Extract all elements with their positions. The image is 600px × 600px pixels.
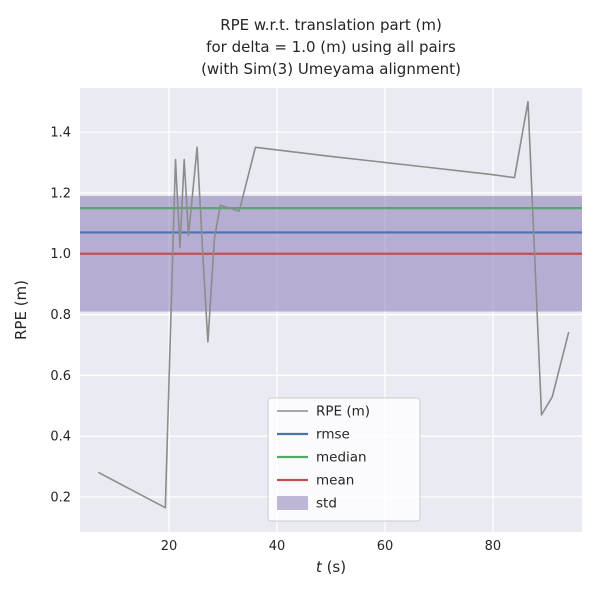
x-tick-label: 40: [269, 539, 286, 554]
y-tick-label: 0.4: [50, 430, 71, 445]
legend-label-0: RPE (m): [316, 404, 370, 420]
legend-label-1: rmse: [316, 427, 350, 443]
y-axis-label: RPE (m): [12, 279, 30, 341]
chart-title-line-2: for delta = 1.0 (m) using all pairs: [206, 38, 456, 56]
rpe-series-line: [98, 100, 570, 509]
legend-swatch-4: [277, 496, 308, 510]
y-tick-label: 0.8: [50, 308, 71, 323]
y-tick-label: 0.2: [50, 491, 71, 506]
y-tick-label: 0.6: [50, 369, 71, 384]
x-axis-label-unit: (s): [321, 558, 347, 576]
legend-box: [267, 397, 421, 522]
legend-label-2: median: [316, 450, 367, 466]
y-tick-label: 1.4: [50, 126, 71, 141]
x-tick-label: 20: [161, 539, 178, 554]
chart-title-line-1: RPE w.r.t. translation part (m): [220, 16, 442, 34]
chart-title: RPE w.r.t. translation part (m) for delt…: [80, 14, 582, 80]
legend: [267, 397, 421, 522]
legend-label-4: std: [316, 496, 337, 512]
x-axis-label-variable: t: [315, 558, 322, 576]
x-tick-label: 80: [485, 539, 502, 554]
x-tick-label: 60: [377, 539, 394, 554]
chart-title-line-3: (with Sim(3) Umeyama alignment): [201, 60, 461, 78]
y-tick-label: 1.0: [50, 247, 71, 262]
legend-label-3: mean: [316, 473, 354, 489]
y-tick-label: 1.2: [50, 186, 71, 201]
x-axis-label: t (s): [80, 558, 582, 576]
